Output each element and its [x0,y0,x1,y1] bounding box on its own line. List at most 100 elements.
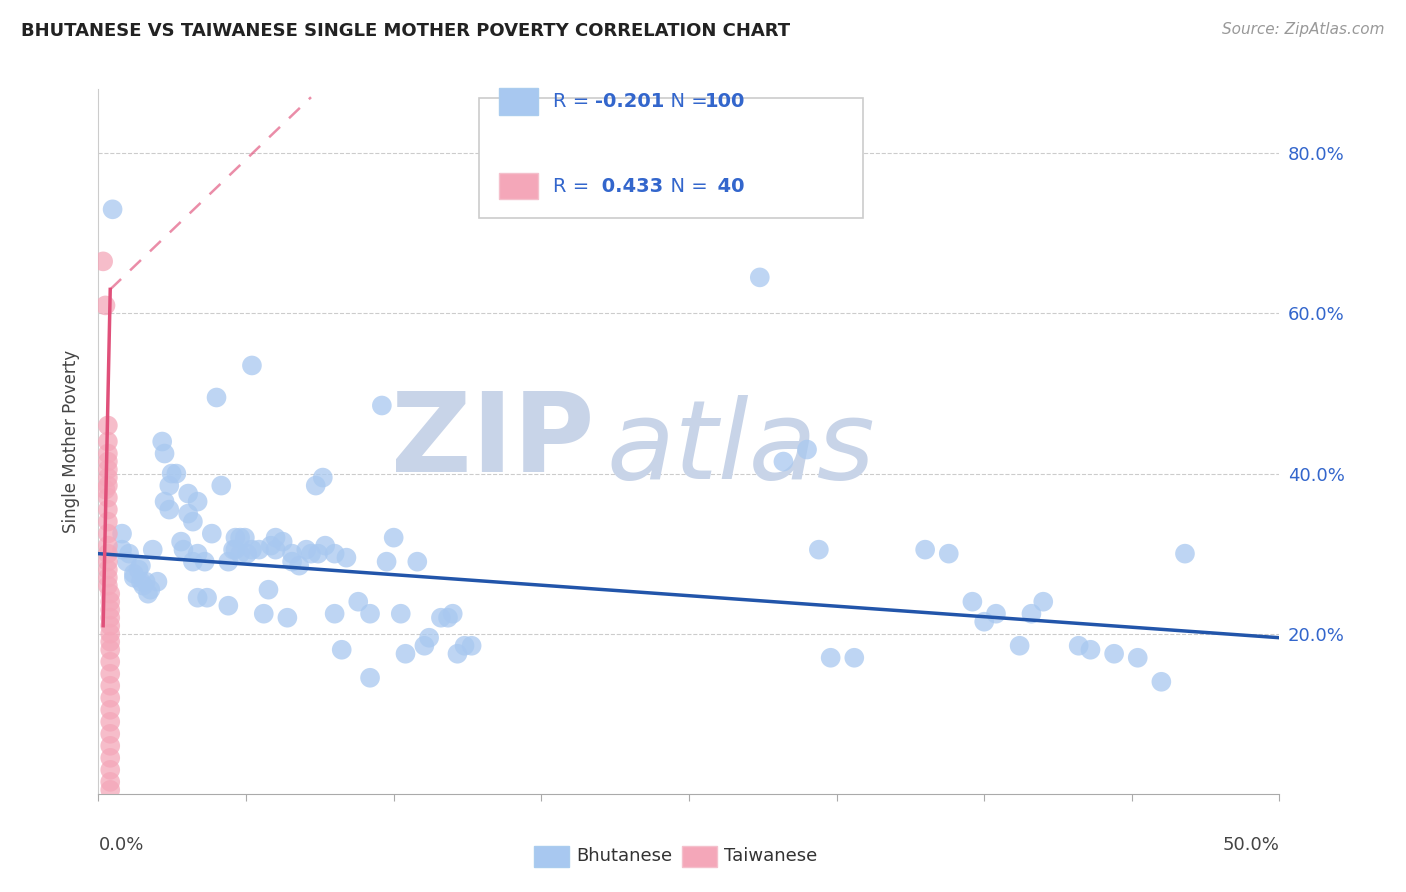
Point [330,642,353,657]
Text: ZIP: ZIP [391,388,595,495]
Point [260,539,283,553]
Point [314,539,336,553]
Point [98,739,121,753]
Point [97,446,120,460]
Point [973,615,995,629]
Point [229,531,252,545]
Text: N =: N = [658,92,714,111]
Point [201,526,224,541]
Point [807,542,830,557]
Point [97,418,120,433]
Point [181,555,204,569]
Point [165,467,187,481]
Point [97,539,120,553]
Point [446,647,468,661]
Point [281,547,304,561]
Point [97,547,120,561]
Text: BHUTANESE VS TAIWANESE SINGLE MOTHER POVERTY CORRELATION CHART: BHUTANESE VS TAIWANESE SINGLE MOTHER POV… [21,22,790,40]
Point [98,703,121,717]
Point [195,591,218,605]
Point [97,470,120,484]
Text: 0.0%: 0.0% [98,836,143,855]
Point [98,714,121,729]
Point [111,542,134,557]
Point [307,547,329,561]
Point [389,607,412,621]
Point [1102,647,1125,661]
Point [281,555,304,569]
Text: Taiwanese: Taiwanese [724,847,817,865]
Point [460,639,482,653]
Point [97,526,120,541]
Point [146,574,169,589]
Point [194,555,217,569]
Point [172,542,194,557]
Point [295,542,318,557]
Point [170,534,193,549]
Point [94,483,117,497]
Point [1174,547,1197,561]
Point [209,478,232,492]
Point [236,547,259,561]
Point [418,631,440,645]
Point [115,555,138,569]
Point [97,462,120,476]
Point [222,542,245,557]
Text: N =: N = [658,177,714,195]
Point [177,486,200,500]
Point [98,763,121,777]
Point [299,547,322,561]
Point [240,359,263,373]
Text: 50.0%: 50.0% [1223,836,1279,855]
Text: Source: ZipAtlas.com: Source: ZipAtlas.com [1222,22,1385,37]
Point [177,507,200,521]
Point [122,571,145,585]
Point [101,202,124,217]
Point [97,478,120,492]
Point [820,650,842,665]
Point [97,502,120,516]
Point [132,579,155,593]
Point [98,626,121,640]
Point [305,478,328,492]
Point [129,558,152,573]
Point [1067,639,1090,653]
Point [150,434,173,449]
Point [153,494,176,508]
Point [98,610,121,624]
Point [347,595,370,609]
Point [98,595,121,609]
Point [91,254,114,268]
Point [122,566,145,581]
Point [97,515,120,529]
Point [98,775,121,789]
Point [323,547,346,561]
Point [938,547,960,561]
Point [962,595,984,609]
Point [437,610,460,624]
Point [430,610,453,624]
Point [98,603,121,617]
Text: 0.433: 0.433 [595,177,662,195]
Point [253,607,276,621]
Point [1126,650,1149,665]
Point [98,727,121,741]
Point [142,542,165,557]
Point [136,587,159,601]
Point [97,579,120,593]
Point [406,555,429,569]
Point [111,526,134,541]
Point [187,547,209,561]
Point [271,534,294,549]
Point [217,599,239,613]
Point [382,531,405,545]
Point [1021,607,1043,621]
Point [187,494,209,508]
Point [98,679,121,693]
Point [139,582,162,597]
Point [98,655,121,669]
Point [257,582,280,597]
Point [1150,674,1173,689]
Point [157,502,180,516]
Point [98,666,121,681]
